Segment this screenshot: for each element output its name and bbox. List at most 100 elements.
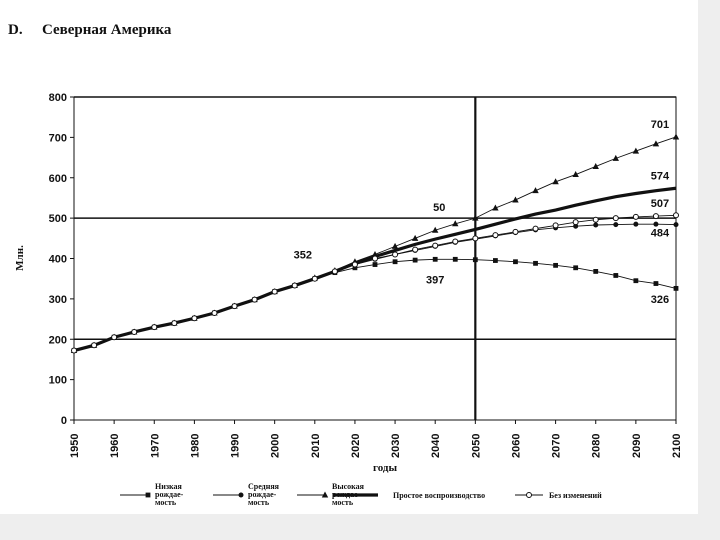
- data-point: [372, 255, 378, 262]
- data-point: [432, 226, 439, 233]
- data-point: [372, 262, 378, 267]
- value-annotation: 507: [651, 198, 669, 210]
- data-point: [145, 492, 151, 498]
- data-point: [572, 219, 579, 226]
- data-point: [432, 242, 439, 249]
- data-point: [472, 257, 478, 263]
- x-tick-label: 2030: [390, 434, 402, 458]
- data-point: [673, 212, 679, 219]
- value-annotation: 484: [651, 227, 670, 239]
- data-point: [331, 268, 338, 275]
- data-point: [452, 238, 459, 245]
- data-point: [673, 222, 679, 228]
- x-tick-label: 2090: [631, 434, 643, 458]
- data-point: [633, 221, 639, 227]
- legend-label: Высокая: [332, 482, 365, 491]
- legend-item: Простое воспроизводство: [333, 491, 485, 500]
- x-tick-label: 1980: [189, 434, 201, 458]
- data-point: [613, 222, 619, 228]
- data-point: [71, 347, 77, 354]
- data-point: [532, 187, 539, 194]
- x-tick-label: 1960: [109, 434, 121, 458]
- value-annotation: 397: [426, 275, 444, 287]
- legend-label: Средняя: [248, 482, 280, 491]
- legend-label: Простое воспроизводство: [393, 491, 485, 500]
- data-point: [492, 204, 499, 211]
- legend-label: Без изменений: [549, 491, 602, 500]
- x-tick-label: 2040: [430, 434, 442, 458]
- data-point: [251, 296, 258, 303]
- legend-item: Без изменений: [515, 491, 602, 500]
- data-point: [151, 324, 158, 331]
- data-point: [191, 315, 198, 322]
- data-point: [472, 214, 479, 221]
- data-point: [171, 320, 178, 327]
- series-line: [73, 223, 677, 351]
- legend-label: рождае-: [155, 490, 184, 499]
- data-point: [592, 216, 599, 223]
- data-point: [238, 492, 244, 498]
- series-3: [70, 133, 680, 354]
- data-point: [513, 259, 518, 265]
- y-tick-label: 300: [49, 294, 67, 306]
- data-point: [411, 234, 419, 241]
- data-point: [612, 154, 619, 161]
- data-point: [593, 222, 599, 228]
- data-point: [311, 275, 318, 282]
- data-point: [673, 285, 679, 291]
- data-point: [391, 242, 399, 249]
- data-point: [352, 265, 358, 271]
- x-tick-label: 2050: [470, 434, 482, 458]
- data-point: [472, 235, 479, 242]
- data-point: [452, 220, 459, 227]
- data-point: [533, 260, 538, 266]
- y-tick-label: 700: [49, 132, 67, 144]
- data-point: [231, 303, 238, 310]
- y-tick-label: 0: [61, 415, 67, 427]
- data-point: [211, 310, 218, 317]
- data-point: [592, 162, 599, 169]
- x-tick-label: 2010: [310, 434, 322, 458]
- data-point: [613, 273, 619, 278]
- data-point: [653, 281, 659, 286]
- data-point: [593, 269, 599, 274]
- data-point: [526, 492, 532, 498]
- data-point: [291, 282, 298, 289]
- data-point: [512, 196, 519, 203]
- legend: Низкаярождае-мостьСредняярождае-мостьВыс…: [120, 482, 602, 507]
- data-point: [492, 232, 499, 239]
- data-point: [493, 258, 498, 263]
- legend-label: мость: [332, 498, 354, 507]
- x-tick-label: 2020: [350, 434, 362, 458]
- x-tick-label: 2080: [591, 434, 603, 458]
- y-tick-label: 100: [49, 375, 67, 387]
- x-tick-label: 2100: [671, 434, 683, 458]
- chart-heading: D. Северная Америка: [8, 22, 171, 39]
- x-tick-label: 2060: [510, 434, 522, 458]
- data-point: [392, 259, 398, 265]
- value-annotation: 352: [294, 250, 312, 262]
- data-point: [573, 223, 579, 229]
- data-point: [552, 178, 559, 185]
- x-tick-label: 1990: [230, 434, 242, 458]
- data-point: [632, 147, 640, 154]
- value-annotation: 574: [651, 170, 670, 182]
- data-point: [91, 342, 98, 349]
- y-tick-label: 400: [49, 254, 67, 266]
- data-point: [111, 334, 118, 341]
- heading-letter: D.: [8, 22, 23, 38]
- y-axis-title: Млн.: [14, 245, 26, 271]
- x-tick-label: 2070: [551, 434, 563, 458]
- data-point: [512, 228, 519, 235]
- data-point: [652, 140, 660, 147]
- data-point: [653, 221, 659, 227]
- frame-right-edge: [698, 0, 720, 540]
- data-point: [321, 491, 329, 498]
- series-5: [71, 212, 679, 354]
- legend-label: рождае-: [248, 490, 277, 499]
- series-line: [73, 136, 677, 351]
- data-point: [131, 328, 138, 335]
- y-tick-label: 600: [49, 173, 67, 185]
